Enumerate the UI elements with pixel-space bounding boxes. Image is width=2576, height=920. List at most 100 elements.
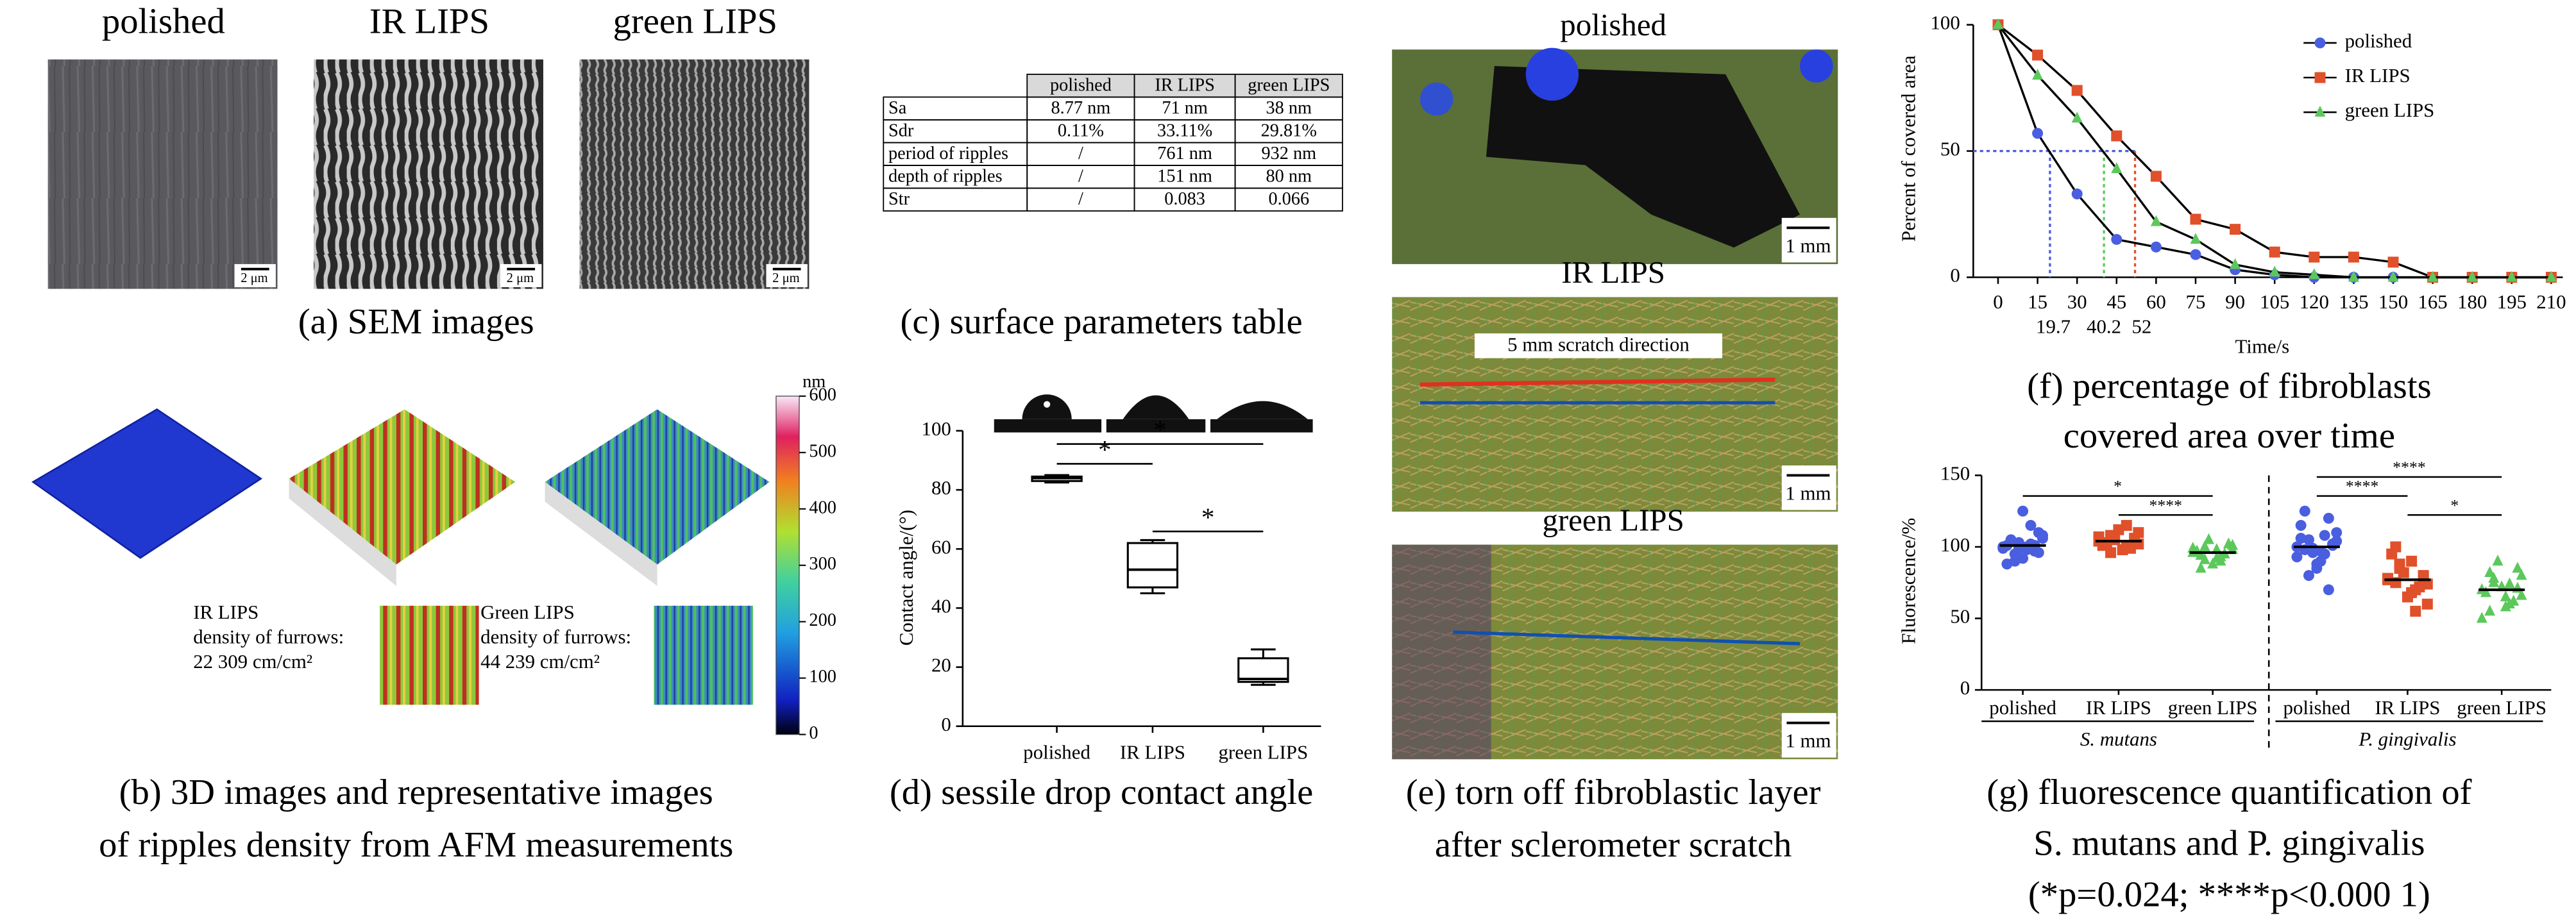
marker — [2190, 233, 2201, 244]
marker — [2516, 569, 2527, 580]
table-cell-text: depth of ripples — [888, 167, 1003, 187]
x-tick-label: 60 — [2146, 290, 2166, 313]
table-cell-text: 33.11% — [1157, 121, 1212, 140]
marker — [2001, 558, 2013, 570]
caption: S. mutans and P. gingivalis — [2033, 824, 2425, 864]
panel-label: IR LIPS — [369, 2, 489, 42]
marker — [2331, 527, 2343, 539]
table-cell-text: 761 nm — [1157, 144, 1212, 163]
caption: (a) SEM images — [298, 302, 534, 342]
marker — [2327, 540, 2339, 551]
panel-label: polished — [102, 2, 225, 42]
marker — [2488, 571, 2500, 583]
annotation: density of furrows: — [193, 625, 344, 648]
marker — [2390, 541, 2402, 553]
table-cell-text: 932 nm — [1261, 144, 1316, 163]
y-tick-label: 50 — [1940, 138, 1960, 160]
scale-bar-label: 2 μm — [772, 271, 799, 285]
scale-bar-label: 2 μm — [241, 271, 267, 285]
colorbar-tick-label: 100 — [809, 667, 836, 687]
x-tick-label: polished — [2284, 696, 2351, 719]
caption: (g) fluorescence quantification of — [1987, 773, 2471, 812]
caption: of ripples density from AFM measurements — [99, 825, 733, 865]
x-tick-label: green LIPS — [2168, 696, 2258, 719]
marker — [2121, 520, 2132, 531]
caption: (e) torn off fibroblastic layer — [1406, 773, 1821, 812]
marker — [2410, 605, 2421, 617]
x-tick-label: IR LIPS — [1120, 741, 1185, 764]
significance-label: * — [2114, 477, 2122, 496]
marker — [2303, 570, 2314, 581]
y-tick-label: 80 — [931, 476, 951, 499]
fluorescence-images — [1392, 47, 1838, 760]
marker — [2291, 551, 2303, 563]
marker — [2269, 246, 2280, 258]
marker — [2199, 553, 2210, 564]
marker — [2199, 540, 2210, 551]
marker — [2005, 535, 2017, 547]
x-tick-label: 210 — [2536, 290, 2566, 313]
table-cell-text: 0.083 — [1164, 189, 1205, 209]
table-header-cell — [1234, 73, 1343, 98]
y-tick-label: 20 — [931, 654, 951, 676]
marker — [2382, 573, 2394, 584]
marker — [2071, 85, 2083, 96]
table-cell-text: Str — [888, 189, 910, 209]
marker — [2398, 567, 2409, 578]
marker — [2506, 271, 2518, 282]
y-tick-label: 150 — [1940, 462, 1970, 485]
colorbar-tick-label: 600 — [809, 385, 836, 405]
marker — [2187, 542, 2199, 553]
marker — [2311, 558, 2323, 570]
marker — [2215, 550, 2226, 562]
marker — [2269, 265, 2280, 277]
marker — [2150, 215, 2162, 226]
panel-label: IR LIPS — [1561, 255, 1665, 290]
marker — [2207, 557, 2219, 569]
marker — [2299, 505, 2310, 517]
marker — [2348, 251, 2359, 263]
scale-bar-box — [1781, 465, 1836, 510]
legend-marker — [2314, 105, 2326, 117]
legend-label: polished — [2345, 29, 2412, 52]
colorbar-tick-label: 0 — [809, 723, 818, 743]
marker — [2508, 594, 2520, 606]
marker — [1992, 18, 2004, 29]
table-cell-text: Sa — [888, 98, 907, 118]
marker — [2387, 256, 2399, 268]
marker — [2480, 586, 2491, 598]
scale-bar-label: 2 μm — [507, 271, 534, 285]
y-tick-label: 100 — [922, 417, 951, 440]
marker — [2319, 530, 2330, 541]
marker — [2348, 271, 2359, 282]
marker — [2512, 562, 2523, 573]
colorbar-tick-label: 400 — [809, 498, 836, 517]
table-cell-text: 8.77 nm — [1051, 98, 1111, 118]
x-tick-label: 150 — [2378, 290, 2408, 313]
significance-label: **** — [2393, 458, 2425, 476]
marker — [2111, 130, 2123, 142]
afm-surfaces — [31, 408, 770, 705]
marker — [2484, 605, 2496, 616]
significance-label: * — [2450, 496, 2459, 514]
scale-bar-label: 1 mm — [1785, 234, 1831, 256]
caption: (f) percentage of fibroblasts — [2027, 367, 2431, 406]
marker — [2466, 271, 2478, 282]
marker — [2307, 547, 2319, 558]
table-header-cell — [1026, 73, 1135, 98]
scale-bar-label: 1 mm — [1785, 730, 1831, 752]
y-tick-label: 100 — [1930, 12, 1960, 34]
marker — [2309, 268, 2320, 280]
panel-label: polished — [1560, 7, 1666, 42]
marker — [2406, 587, 2418, 598]
x-tick-label: 135 — [2339, 290, 2368, 313]
table-cell-text: 0.066 — [1268, 189, 1309, 209]
table-header: IR LIPS — [1155, 75, 1215, 95]
marker — [2111, 162, 2123, 173]
significance-label: * — [1201, 502, 1215, 531]
marker — [2484, 565, 2496, 577]
legend-marker — [2314, 37, 2326, 49]
scratch-label: 5 mm scratch direction — [1507, 333, 1690, 356]
marker — [2071, 188, 2083, 200]
